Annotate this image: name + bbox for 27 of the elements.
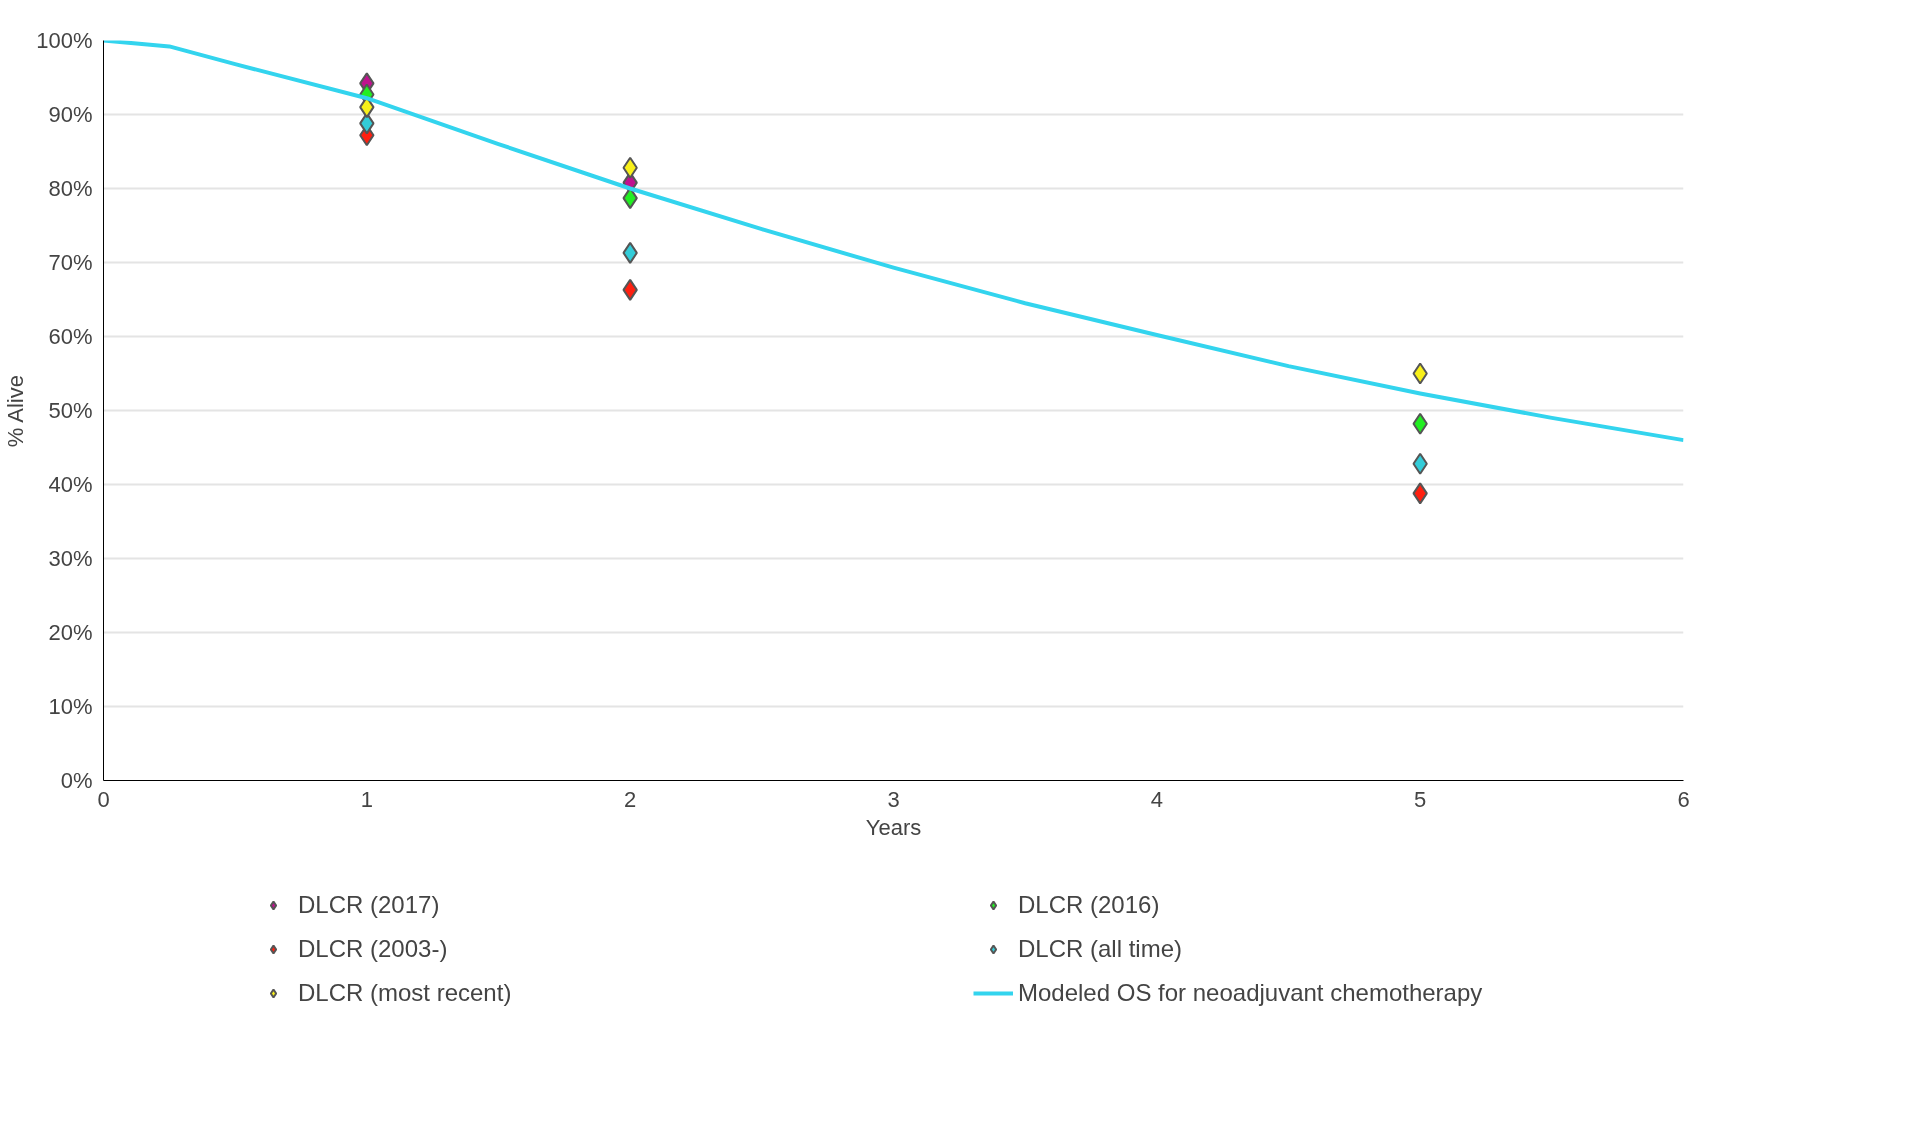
x-tick-label: 6 xyxy=(1677,786,1690,812)
y-tick-label: 70% xyxy=(48,250,93,275)
legend-label: DLCR (2003-) xyxy=(298,935,448,963)
y-tick-label: 80% xyxy=(48,176,93,201)
y-axis-title: % Alive xyxy=(3,375,29,448)
legend-label: DLCR (all time) xyxy=(1018,935,1183,963)
legend-label: DLCR (most recent) xyxy=(298,979,512,1007)
legend-label: Modeled OS for neoadjuvant chemotherapy xyxy=(1018,979,1483,1007)
y-tick-label: 60% xyxy=(48,324,93,349)
x-tick-label: 3 xyxy=(887,786,900,812)
x-tick-label: 0 xyxy=(97,786,110,812)
x-tick-label: 1 xyxy=(360,786,373,812)
x-tick-label: 5 xyxy=(1414,786,1427,812)
legend-label: DLCR (2016) xyxy=(1018,891,1160,919)
x-tick-label: 2 xyxy=(624,786,637,812)
legend-label: DLCR (2017) xyxy=(298,891,440,919)
x-axis-title: Years xyxy=(865,814,922,840)
x-tick-label: 4 xyxy=(1150,786,1163,812)
y-tick-label: 90% xyxy=(48,102,93,127)
y-tick-label: 50% xyxy=(48,398,93,423)
y-tick-label: 30% xyxy=(48,546,93,571)
line-series xyxy=(103,40,1684,443)
y-tick-label: 10% xyxy=(48,694,93,719)
y-tick-label: 0% xyxy=(60,768,93,793)
y-tick-label: 100% xyxy=(36,28,93,53)
y-tick-label: 20% xyxy=(48,620,93,645)
y-tick-label: 40% xyxy=(48,472,93,497)
